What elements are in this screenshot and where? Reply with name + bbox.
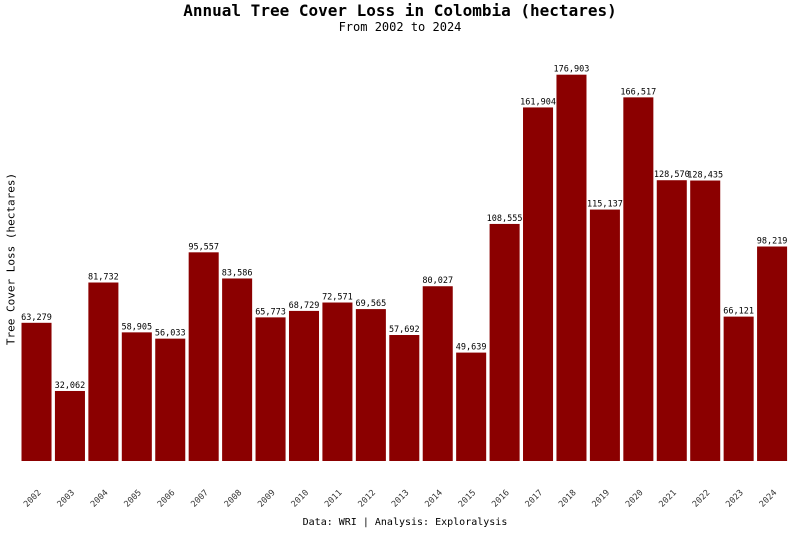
x-tick-2006: 2006 [156, 488, 178, 510]
x-tick-2008: 2008 [223, 488, 245, 510]
value-label-2006: 56,033 [155, 329, 186, 339]
bar-2004 [88, 282, 119, 461]
value-label-2022: 128,435 [687, 171, 723, 181]
x-tick-2003: 2003 [56, 488, 78, 510]
bar-2018 [556, 74, 587, 462]
value-label-2023: 66,121 [723, 307, 754, 317]
x-tick-2014: 2014 [423, 488, 445, 510]
x-tick-2005: 2005 [122, 488, 144, 510]
x-tick-2007: 2007 [189, 488, 211, 510]
value-label-2008: 83,586 [222, 268, 253, 278]
bar-2021 [656, 180, 687, 462]
x-tick-2016: 2016 [490, 488, 512, 510]
bar-2020 [623, 97, 654, 462]
x-tick-2021: 2021 [657, 488, 679, 510]
bar-2007 [188, 252, 219, 461]
value-label-2024: 98,219 [757, 237, 788, 247]
bar-2024 [757, 246, 788, 461]
x-tick-2024: 2024 [758, 488, 780, 510]
x-tick-2004: 2004 [89, 488, 111, 510]
bar-2014 [422, 286, 453, 461]
value-label-2016: 108,555 [487, 214, 523, 224]
x-tick-2015: 2015 [457, 488, 479, 510]
x-tick-2023: 2023 [724, 488, 746, 510]
x-tick-2018: 2018 [557, 488, 579, 510]
chart-subtitle: From 2002 to 2024 [338, 20, 462, 34]
value-label-2003: 32,062 [55, 381, 86, 391]
value-label-2009: 65,773 [255, 307, 286, 317]
bar-2005 [121, 332, 152, 461]
value-label-2007: 95,557 [188, 242, 219, 252]
x-tick-2010: 2010 [290, 488, 312, 510]
value-label-2019: 115,137 [587, 200, 623, 210]
value-label-2018: 176,903 [554, 65, 590, 75]
bar-2012 [355, 309, 386, 461]
bar-2019 [589, 209, 620, 461]
bar-2010 [288, 310, 320, 461]
value-label-2004: 81,732 [88, 273, 119, 283]
value-label-2012: 69,565 [356, 299, 387, 309]
bar-2003 [54, 390, 85, 461]
value-label-2014: 80,027 [422, 276, 453, 286]
bar-2006 [155, 338, 186, 461]
bar-2013 [389, 335, 420, 461]
value-label-2002: 63,279 [21, 313, 52, 323]
x-tick-2002: 2002 [22, 488, 44, 510]
chart-caption: Data: WRI | Analysis: Exploralysis [302, 517, 508, 528]
x-tick-2009: 2009 [256, 488, 278, 510]
x-tick-2019: 2019 [590, 488, 612, 510]
bar-2002 [21, 322, 52, 461]
value-label-2021: 128,570 [654, 170, 690, 180]
bar-2016 [489, 223, 520, 461]
value-label-2020: 166,517 [620, 87, 656, 97]
bar-2011 [322, 302, 353, 461]
value-label-2011: 72,571 [322, 293, 353, 303]
bar-2022 [690, 180, 721, 461]
x-tick-2022: 2022 [691, 488, 713, 510]
value-label-2015: 49,639 [456, 343, 487, 353]
value-label-2013: 57,692 [389, 325, 420, 335]
x-tick-2017: 2017 [524, 488, 546, 510]
x-tick-2020: 2020 [624, 488, 646, 510]
bar-2023 [723, 316, 754, 461]
value-label-2010: 68,729 [289, 301, 320, 311]
value-label-2005: 58,905 [121, 322, 152, 332]
bar-2008 [222, 278, 253, 461]
x-tick-2013: 2013 [390, 488, 412, 510]
bar-2017 [523, 107, 554, 461]
bar-2009 [255, 317, 286, 461]
x-tick-2012: 2012 [356, 488, 378, 510]
x-tick-2011: 2011 [323, 488, 345, 510]
chart-title: Annual Tree Cover Loss in Colombia (hect… [183, 1, 617, 20]
bar-2015 [456, 352, 487, 461]
value-label-2017: 161,904 [520, 97, 556, 107]
